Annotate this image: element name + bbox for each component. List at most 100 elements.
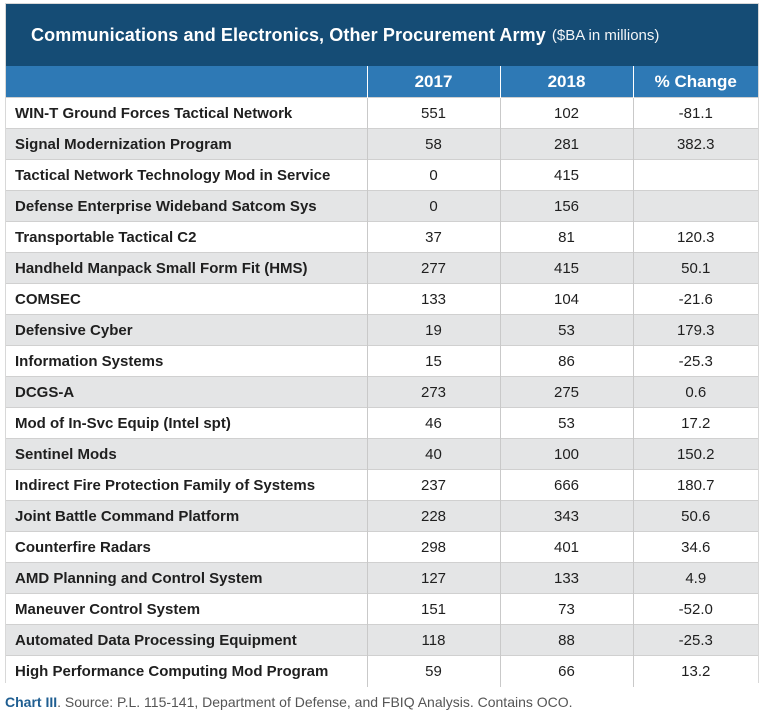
table-row: COMSEC 133 104 -21.6 xyxy=(6,283,758,315)
value-2017-cell: 15 xyxy=(366,345,500,377)
row-name-cell: AMD Planning and Control System xyxy=(6,562,367,594)
header-row: 2017 2018 % Change xyxy=(6,66,758,98)
row-name-cell: Signal Modernization Program xyxy=(6,128,367,160)
data-table: 2017 2018 % Change WIN-T Ground Forces T… xyxy=(6,66,758,687)
chart-unit: ($BA in millions) xyxy=(551,26,660,44)
table-row: Mod of In-Svc Equip (Intel spt) 46 53 17.2 xyxy=(6,407,758,439)
row-name-cell: High Performance Computing Mod Program xyxy=(6,655,367,687)
pct-change-cell: -21.6 xyxy=(632,283,758,315)
value-2017-cell: 37 xyxy=(366,221,500,253)
value-2017-cell: 118 xyxy=(366,624,500,656)
row-name-cell: Indirect Fire Protection Family of Syste… xyxy=(6,469,367,501)
value-2017-cell: 0 xyxy=(366,159,500,191)
value-2018-cell: 104 xyxy=(499,283,633,315)
value-2017-cell: 277 xyxy=(366,252,500,284)
value-2017-cell: 19 xyxy=(366,314,500,346)
row-name-cell: Mod of In-Svc Equip (Intel spt) xyxy=(6,407,367,439)
value-2018-cell: 73 xyxy=(499,593,633,625)
table-row: Defense Enterprise Wideband Satcom Sys 0 1… xyxy=(6,190,758,222)
table-row: Maneuver Control System 151 73 -52.0 xyxy=(6,593,758,625)
value-2018-cell: 156 xyxy=(499,190,633,222)
row-name-cell: Information Systems xyxy=(6,345,367,377)
value-2018-cell: 275 xyxy=(499,376,633,408)
header-name xyxy=(6,66,367,98)
pct-change-cell: -81.1 xyxy=(632,97,758,129)
chart-title: Communications and Electronics, Other Pr… xyxy=(31,24,546,45)
pct-change-cell: 179.3 xyxy=(632,314,758,346)
value-2018-cell: 666 xyxy=(499,469,633,501)
table-row: Joint Battle Command Platform 228 343 50.6 xyxy=(6,500,758,532)
value-2017-cell: 58 xyxy=(366,128,500,160)
value-2017-cell: 551 xyxy=(366,97,500,129)
row-name-cell: Transportable Tactical C2 xyxy=(6,221,367,253)
table-row: Indirect Fire Protection Family of Syste… xyxy=(6,469,758,501)
title-bar: Communications and Electronics, Other Pr… xyxy=(6,4,758,66)
pct-change-cell: 13.2 xyxy=(632,655,758,687)
table-row: Defensive Cyber 19 53 179.3 xyxy=(6,314,758,346)
value-2018-cell: 53 xyxy=(499,407,633,439)
value-2018-cell: 415 xyxy=(499,252,633,284)
table-row: AMD Planning and Control System 127 133 4.9 xyxy=(6,562,758,594)
pct-change-cell: 34.6 xyxy=(632,531,758,563)
value-2018-cell: 100 xyxy=(499,438,633,470)
row-name-cell: Handheld Manpack Small Form Fit (HMS) xyxy=(6,252,367,284)
caption-label: Chart III xyxy=(5,694,58,710)
row-name-cell: Joint Battle Command Platform xyxy=(6,500,367,532)
row-name-cell: Defensive Cyber xyxy=(6,314,367,346)
row-name-cell: DCGS-A xyxy=(6,376,367,408)
value-2018-cell: 133 xyxy=(499,562,633,594)
table-row: Tactical Network Technology Mod in Servi… xyxy=(6,159,758,191)
table-body: WIN-T Ground Forces Tactical Network 551 1… xyxy=(6,97,758,687)
value-2018-cell: 53 xyxy=(499,314,633,346)
row-name-cell: Sentinel Mods xyxy=(6,438,367,470)
table-row: Handheld Manpack Small Form Fit (HMS) 277… xyxy=(6,252,758,284)
value-2018-cell: 81 xyxy=(499,221,633,253)
table-row: DCGS-A 273 275 0.6 xyxy=(6,376,758,408)
row-name-cell: Defense Enterprise Wideband Satcom Sys xyxy=(6,190,367,222)
value-2017-cell: 127 xyxy=(366,562,500,594)
value-2017-cell: 59 xyxy=(366,655,500,687)
chart-table-frame: Communications and Electronics, Other Pr… xyxy=(5,3,759,687)
pct-change-cell: 120.3 xyxy=(632,221,758,253)
pct-change-cell: 382.3 xyxy=(632,128,758,160)
pct-change-cell: -25.3 xyxy=(632,624,758,656)
value-2017-cell: 46 xyxy=(366,407,500,439)
pct-change-cell: 180.7 xyxy=(632,469,758,501)
value-2018-cell: 88 xyxy=(499,624,633,656)
value-2018-cell: 66 xyxy=(499,655,633,687)
row-name-cell: Tactical Network Technology Mod in Servi… xyxy=(6,159,367,191)
pct-change-cell: 50.1 xyxy=(632,252,758,284)
value-2018-cell: 343 xyxy=(499,500,633,532)
table-row: Automated Data Processing Equipment 118 88… xyxy=(6,624,758,656)
value-2017-cell: 228 xyxy=(366,500,500,532)
value-2018-cell: 86 xyxy=(499,345,633,377)
header-2017: 2017 xyxy=(366,66,500,98)
value-2017-cell: 133 xyxy=(366,283,500,315)
row-name-cell: Counterfire Radars xyxy=(6,531,367,563)
table-row: High Performance Computing Mod Program 59… xyxy=(6,655,758,687)
row-name-cell: COMSEC xyxy=(6,283,367,315)
value-2018-cell: 281 xyxy=(499,128,633,160)
table-row: Sentinel Mods 40 100 150.2 xyxy=(6,438,758,470)
pct-change-cell: 50.6 xyxy=(632,500,758,532)
pct-change-cell: -25.3 xyxy=(632,345,758,377)
table-row: Information Systems 15 86 -25.3 xyxy=(6,345,758,377)
pct-change-cell xyxy=(632,159,758,191)
table-row: Counterfire Radars 298 401 34.6 xyxy=(6,531,758,563)
value-2017-cell: 273 xyxy=(366,376,500,408)
caption-text: . Source: P.L. 115-141, Department of De… xyxy=(57,694,573,710)
value-2017-cell: 0 xyxy=(366,190,500,222)
caption: Chart III. Source: P.L. 115-141, Departm… xyxy=(5,694,573,710)
value-2017-cell: 151 xyxy=(366,593,500,625)
value-2017-cell: 298 xyxy=(366,531,500,563)
pct-change-cell: 17.2 xyxy=(632,407,758,439)
table-row: Signal Modernization Program 58 281 382.3 xyxy=(6,128,758,160)
row-name-cell: Maneuver Control System xyxy=(6,593,367,625)
value-2017-cell: 40 xyxy=(366,438,500,470)
pct-change-cell: 150.2 xyxy=(632,438,758,470)
pct-change-cell xyxy=(632,190,758,222)
row-name-cell: WIN-T Ground Forces Tactical Network xyxy=(6,97,367,129)
table-row: Transportable Tactical C2 37 81 120.3 xyxy=(6,221,758,253)
row-name-cell: Automated Data Processing Equipment xyxy=(6,624,367,656)
value-2018-cell: 102 xyxy=(499,97,633,129)
